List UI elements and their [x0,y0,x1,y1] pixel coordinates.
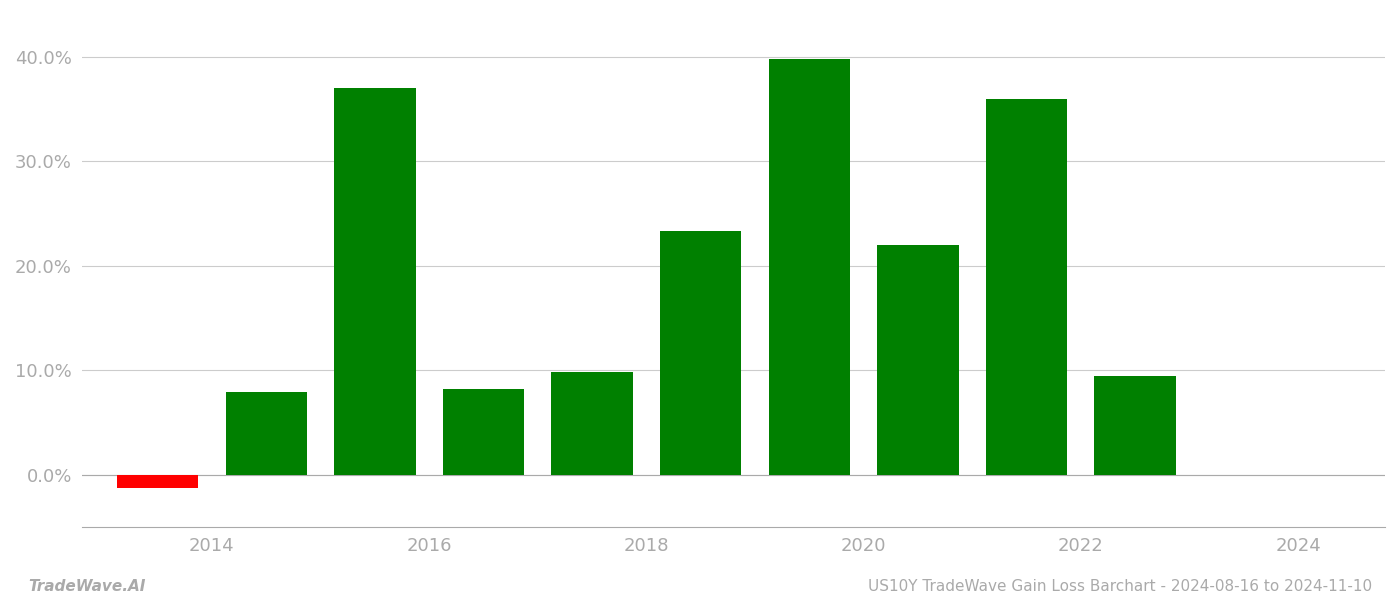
Bar [769,59,850,475]
Bar [225,392,307,475]
Bar [116,475,199,488]
Bar [878,245,959,475]
Bar [986,98,1067,475]
Bar [442,389,524,475]
Bar [552,371,633,475]
Bar [335,88,416,475]
Bar [1095,376,1176,475]
Text: US10Y TradeWave Gain Loss Barchart - 2024-08-16 to 2024-11-10: US10Y TradeWave Gain Loss Barchart - 202… [868,579,1372,594]
Text: TradeWave.AI: TradeWave.AI [28,579,146,594]
Bar [659,232,742,475]
